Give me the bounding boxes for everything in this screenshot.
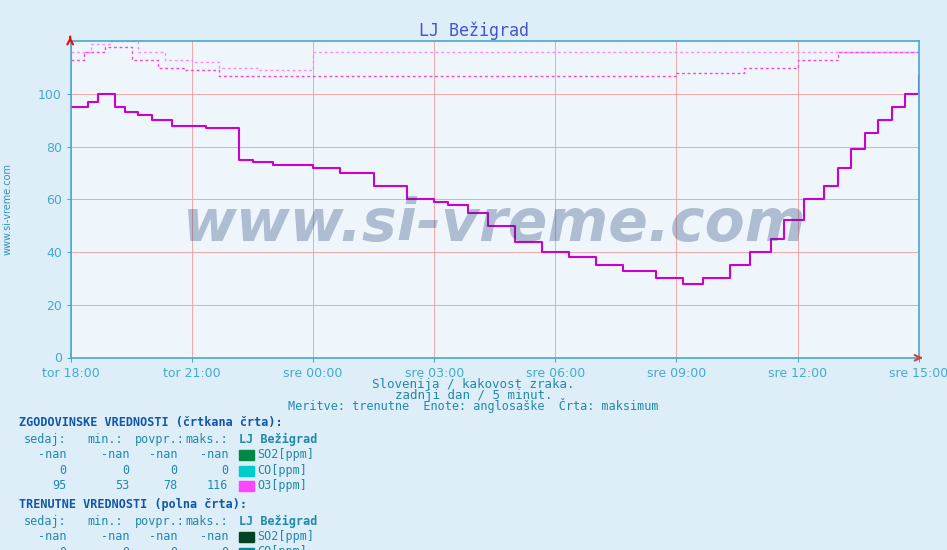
Text: -nan: -nan <box>38 448 66 461</box>
Text: SO2[ppm]: SO2[ppm] <box>258 448 314 461</box>
Text: zadnji dan / 5 minut.: zadnji dan / 5 minut. <box>395 389 552 402</box>
Text: O3[ppm]: O3[ppm] <box>258 479 308 492</box>
Text: sedaj:: sedaj: <box>24 515 66 527</box>
Text: SO2[ppm]: SO2[ppm] <box>258 530 314 543</box>
Text: 0: 0 <box>59 546 66 550</box>
Text: min.:: min.: <box>87 515 123 527</box>
Text: LJ Bežigrad: LJ Bežigrad <box>239 433 317 446</box>
Text: sedaj:: sedaj: <box>24 433 66 446</box>
Text: TRENUTNE VREDNOSTI (polna črta):: TRENUTNE VREDNOSTI (polna črta): <box>19 498 247 511</box>
Text: 0: 0 <box>170 546 177 550</box>
Text: 0: 0 <box>221 464 228 476</box>
Text: LJ Bežigrad: LJ Bežigrad <box>239 515 317 527</box>
Text: povpr.:: povpr.: <box>134 515 185 527</box>
Text: Meritve: trenutne  Enote: anglosaške  Črta: maksimum: Meritve: trenutne Enote: anglosaške Črta… <box>288 398 659 412</box>
Text: 53: 53 <box>116 479 130 492</box>
Text: min.:: min.: <box>87 433 123 446</box>
Text: www.si-vreme.com: www.si-vreme.com <box>3 163 12 255</box>
Text: CO[ppm]: CO[ppm] <box>258 464 308 476</box>
Text: -nan: -nan <box>149 530 177 543</box>
Text: -nan: -nan <box>101 530 130 543</box>
Text: www.si-vreme.com: www.si-vreme.com <box>183 196 807 253</box>
Text: 0: 0 <box>170 464 177 476</box>
Text: 78: 78 <box>163 479 177 492</box>
Text: -nan: -nan <box>101 448 130 461</box>
Text: -nan: -nan <box>200 448 228 461</box>
Text: 0: 0 <box>59 464 66 476</box>
Text: maks.:: maks.: <box>186 433 228 446</box>
Text: 116: 116 <box>206 479 228 492</box>
Text: 0: 0 <box>122 464 130 476</box>
Text: maks.:: maks.: <box>186 515 228 527</box>
Text: -nan: -nan <box>149 448 177 461</box>
Text: ZGODOVINSKE VREDNOSTI (črtkana črta):: ZGODOVINSKE VREDNOSTI (črtkana črta): <box>19 416 282 429</box>
Text: CO[ppm]: CO[ppm] <box>258 546 308 550</box>
Text: 0: 0 <box>221 546 228 550</box>
Text: -nan: -nan <box>200 530 228 543</box>
Text: 0: 0 <box>122 546 130 550</box>
Text: povpr.:: povpr.: <box>134 433 185 446</box>
Text: 95: 95 <box>52 479 66 492</box>
Text: Slovenija / kakovost zraka.: Slovenija / kakovost zraka. <box>372 378 575 390</box>
Text: LJ Bežigrad: LJ Bežigrad <box>419 21 528 40</box>
Text: -nan: -nan <box>38 530 66 543</box>
